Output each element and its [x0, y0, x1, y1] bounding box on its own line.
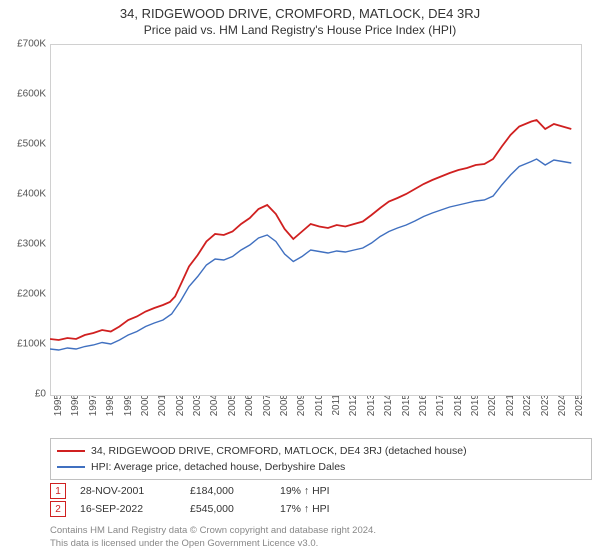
x-axis-label: 1997: [88, 394, 99, 424]
x-axis-label: 2024: [557, 394, 568, 424]
footer-line: This data is licensed under the Open Gov…: [50, 537, 376, 550]
footer: Contains HM Land Registry data © Crown c…: [50, 524, 376, 550]
x-axis-label: 1996: [70, 394, 81, 424]
x-axis-label: 2008: [279, 394, 290, 424]
chart-lines: [50, 44, 580, 394]
x-axis-label: 2003: [192, 394, 203, 424]
transaction-price: £545,000: [190, 503, 280, 515]
x-axis-label: 2002: [175, 394, 186, 424]
marker-badge: 1: [50, 483, 66, 499]
legend-label: 34, RIDGEWOOD DRIVE, CROMFORD, MATLOCK, …: [91, 443, 467, 459]
y-axis-label: £600K: [0, 89, 46, 100]
x-axis-label: 2004: [209, 394, 220, 424]
x-axis-label: 2006: [244, 394, 255, 424]
table-row: 2 16-SEP-2022 £545,000 17% ↑ HPI: [50, 500, 360, 518]
x-axis-label: 2005: [227, 394, 238, 424]
x-axis-label: 2014: [383, 394, 394, 424]
transactions-table: 1 28-NOV-2001 £184,000 19% ↑ HPI 2 16-SE…: [50, 482, 360, 518]
x-axis-label: 2007: [262, 394, 273, 424]
chart-title: 34, RIDGEWOOD DRIVE, CROMFORD, MATLOCK, …: [0, 0, 600, 21]
x-axis-label: 2023: [540, 394, 551, 424]
x-axis-label: 2012: [348, 394, 359, 424]
y-axis-label: £300K: [0, 239, 46, 250]
footer-line: Contains HM Land Registry data © Crown c…: [50, 524, 376, 537]
transaction-change: 17% ↑ HPI: [280, 503, 360, 515]
table-row: 1 28-NOV-2001 £184,000 19% ↑ HPI: [50, 482, 360, 500]
x-axis-label: 1999: [123, 394, 134, 424]
x-axis-label: 2001: [157, 394, 168, 424]
x-axis-label: 2010: [314, 394, 325, 424]
y-axis-label: £700K: [0, 39, 46, 50]
y-axis-label: £200K: [0, 289, 46, 300]
x-axis-label: 2021: [505, 394, 516, 424]
transaction-change: 19% ↑ HPI: [280, 485, 360, 497]
legend-row: HPI: Average price, detached house, Derb…: [57, 459, 585, 475]
x-axis-label: 2011: [331, 394, 342, 424]
x-axis-label: 2015: [401, 394, 412, 424]
x-axis-label: 2018: [453, 394, 464, 424]
legend-label: HPI: Average price, detached house, Derb…: [91, 459, 345, 475]
transaction-date: 28-NOV-2001: [80, 485, 190, 497]
x-axis-label: 2016: [418, 394, 429, 424]
x-axis-label: 1998: [105, 394, 116, 424]
x-axis-label: 1995: [53, 394, 64, 424]
transaction-date: 16-SEP-2022: [80, 503, 190, 515]
legend: 34, RIDGEWOOD DRIVE, CROMFORD, MATLOCK, …: [50, 438, 592, 480]
x-axis-label: 2013: [366, 394, 377, 424]
x-axis-label: 2017: [435, 394, 446, 424]
y-axis-label: £400K: [0, 189, 46, 200]
legend-swatch: [57, 450, 85, 452]
x-axis-label: 2020: [487, 394, 498, 424]
y-axis-label: £100K: [0, 339, 46, 350]
marker-badge: 2: [50, 501, 66, 517]
x-axis-label: 2025: [574, 394, 585, 424]
x-axis-label: 2022: [522, 394, 533, 424]
x-axis-label: 2019: [470, 394, 481, 424]
x-axis-label: 2000: [140, 394, 151, 424]
x-axis-label: 2009: [296, 394, 307, 424]
chart-subtitle: Price paid vs. HM Land Registry's House …: [0, 21, 600, 41]
legend-row: 34, RIDGEWOOD DRIVE, CROMFORD, MATLOCK, …: [57, 443, 585, 459]
y-axis-label: £0: [0, 389, 46, 400]
legend-swatch: [57, 466, 85, 468]
y-axis-label: £500K: [0, 139, 46, 150]
transaction-price: £184,000: [190, 485, 280, 497]
